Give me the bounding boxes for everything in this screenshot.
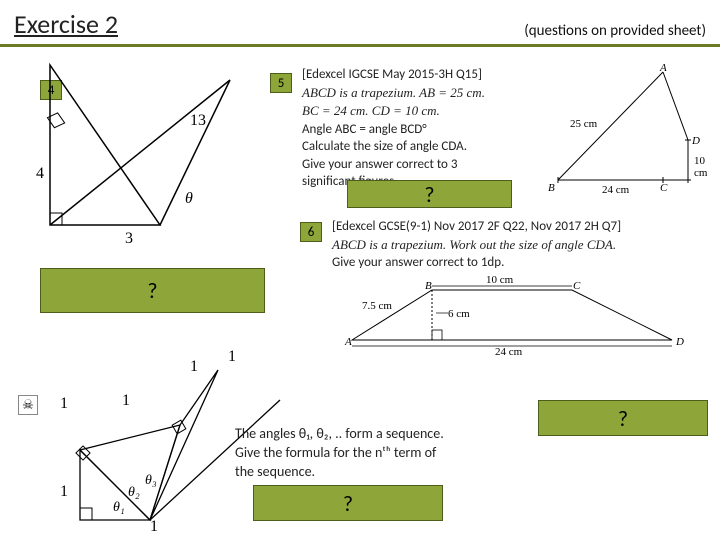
q4-label-base: 3 [125,230,133,248]
question-number-5: 5 [270,73,292,93]
q5-line1: ABCD is a trapezium. AB = 25 cm. [302,85,485,100]
q5-answer-box[interactable]: ? [347,180,512,208]
q6-label-D: D [676,336,684,348]
q5-label-24: 24 cm [602,184,629,196]
spiral-theta3: θ₃ [145,473,157,489]
qn-text: The angles θ₁, θ₂, .. form a sequence. G… [235,425,450,482]
q6-label-left: 7.5 cm [362,300,392,312]
q5-line3: Angle ABC = angle BCD° [302,122,427,137]
question-number-6: 6 [300,222,322,242]
q6-label-top: 10 cm [486,274,513,286]
header-subtitle: (questions on provided sheet) [524,22,706,40]
q5-label-C: C [660,182,667,194]
q5-trapezium-diagram [548,62,708,202]
spiral-one-bottom: 1 [150,518,158,536]
q4-answer-box[interactable]: ? [40,268,265,313]
q6-label-base: 24 cm [495,346,522,358]
q5-label-25: 25 cm [570,118,597,130]
q6-label-B: B [425,280,432,292]
header-bar: Exercise 2 (questions on provided sheet) [0,0,720,47]
q5-label-B: B [548,182,555,194]
q4-triangle-diagram [30,50,245,250]
page-title: Exercise 2 [14,8,118,40]
q6-text: [Edexcel GCSE(9-1) Nov 2017 2F Q22, Nov … [332,218,712,272]
spiral-theta1: θ₁ [113,500,125,516]
q6-line1: ABCD is a trapezium. Work out the size o… [332,237,616,252]
q6-label-C: C [573,280,580,292]
spiral-theta2: θ₂ [128,485,140,501]
q5-text: [Edexcel IGCSE May 2015-3H Q15] ABCD is … [302,66,532,191]
q4-label-left: 4 [36,165,44,183]
qn-answer-box[interactable]: ? [253,485,443,521]
spiral-one-3: 1 [122,392,130,410]
q6-label-height: 6 cm [448,308,470,320]
q4-label-hyp: 13 [190,112,206,130]
q6-answer-box[interactable]: ? [538,400,708,436]
q5-label-10: 10 cm [694,155,720,179]
spiral-one-5: 1 [228,348,236,366]
q4-label-theta: θ [185,190,193,208]
q6-label-A: A [345,336,352,348]
spiral-one-2: 1 [60,395,68,413]
q5-label-D: D [692,135,700,147]
q5-line2: BC = 24 cm. CD = 10 cm. [302,103,440,118]
spiral-one-4: 1 [190,358,198,376]
q5-label-A: A [660,62,667,74]
spiral-one-1: 1 [60,483,68,501]
